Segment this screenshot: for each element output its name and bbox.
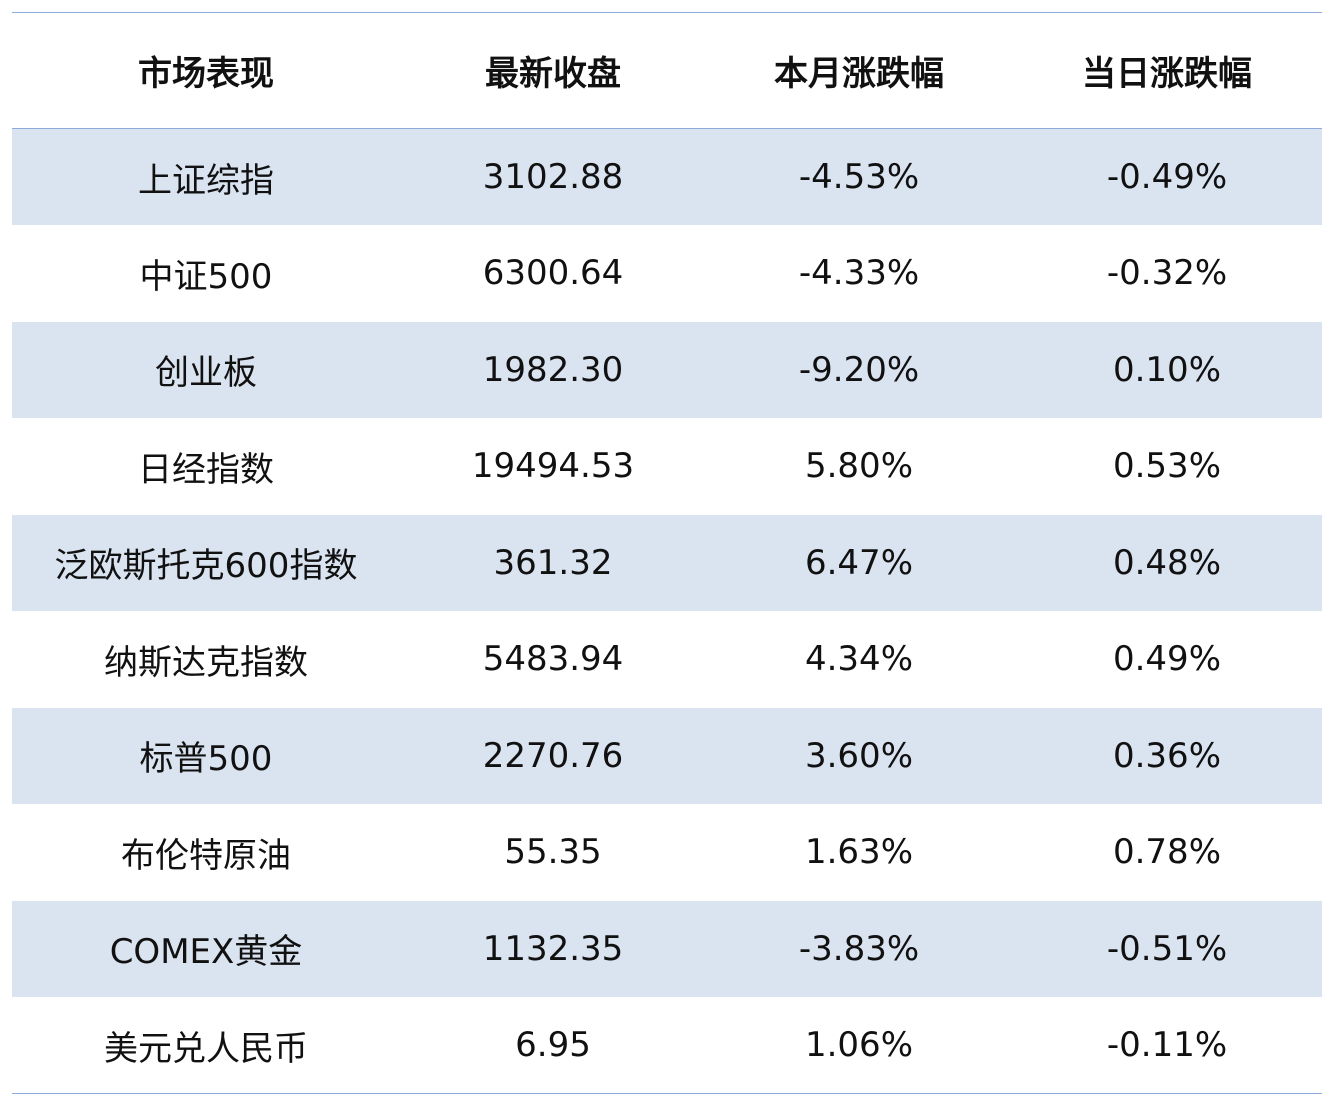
cell-latest-close: 2270.76 — [482, 735, 624, 776]
cell-daily-change: 0.49% — [1112, 639, 1221, 680]
header-latest-close: 最新收盘 — [485, 54, 621, 94]
cell-market: COMEX黄金 — [109, 932, 303, 973]
table-row: 布伦特原油 55.35 1.63% 0.78% — [12, 804, 1322, 901]
cell-monthly-change: -9.20% — [798, 349, 920, 390]
cell-daily-change: 0.36% — [1112, 735, 1221, 776]
cell-market: 泛欧斯托克600指数 — [54, 546, 358, 587]
cell-monthly-change: 5.80% — [804, 446, 913, 487]
table-row: 上证综指 3102.88 -4.53% -0.49% — [12, 128, 1322, 225]
table-row: 纳斯达克指数 5483.94 4.34% 0.49% — [12, 611, 1322, 708]
header-market: 市场表现 — [138, 54, 274, 94]
cell-latest-close: 1132.35 — [482, 928, 624, 969]
cell-market: 日经指数 — [138, 449, 274, 490]
cell-latest-close: 6.95 — [515, 1025, 591, 1065]
table-row: 创业板 1982.30 -9.20% 0.10% — [12, 321, 1322, 418]
cell-latest-close: 19494.53 — [471, 446, 635, 487]
cell-market: 上证综指 — [138, 160, 274, 201]
cell-latest-close: 6300.64 — [482, 253, 624, 294]
cell-latest-close: 1982.30 — [482, 349, 624, 390]
cell-daily-change: -0.11% — [1106, 1025, 1228, 1065]
cell-latest-close: 5483.94 — [482, 639, 624, 680]
cell-daily-change: -0.51% — [1106, 928, 1228, 969]
cell-monthly-change: 1.06% — [804, 1025, 913, 1065]
cell-market: 布伦特原油 — [121, 835, 291, 876]
cell-latest-close: 361.32 — [493, 542, 613, 583]
cell-market: 纳斯达克指数 — [104, 642, 308, 683]
table-header-row: 市场表现 最新收盘 本月涨跌幅 当日涨跌幅 — [12, 12, 1322, 129]
table-row: 中证500 6300.64 -4.33% -0.32% — [12, 225, 1322, 322]
cell-market: 美元兑人民币 — [104, 1028, 308, 1069]
cell-market: 创业板 — [155, 353, 257, 394]
table-row: 泛欧斯托克600指数 361.32 6.47% 0.48% — [12, 514, 1322, 611]
cell-latest-close: 55.35 — [504, 832, 602, 873]
cell-monthly-change: -3.83% — [798, 928, 920, 969]
cell-daily-change: 0.48% — [1112, 542, 1221, 583]
cell-market: 标普500 — [139, 739, 273, 780]
cell-daily-change: -0.32% — [1106, 253, 1228, 294]
cell-monthly-change: 6.47% — [804, 542, 913, 583]
table-row: 标普500 2270.76 3.60% 0.36% — [12, 707, 1322, 804]
header-daily-change: 当日涨跌幅 — [1082, 54, 1252, 94]
table-row: COMEX黄金 1132.35 -3.83% -0.51% — [12, 900, 1322, 997]
table-row: 美元兑人民币 6.95 1.06% -0.11% — [12, 997, 1322, 1094]
market-performance-table-container: 市场表现 最新收盘 本月涨跌幅 当日涨跌幅 上证综指 3102.88 -4.53… — [12, 12, 1322, 1094]
cell-daily-change: -0.49% — [1106, 157, 1228, 197]
cell-daily-change: 0.53% — [1112, 446, 1221, 487]
table-row: 日经指数 19494.53 5.80% 0.53% — [12, 418, 1322, 515]
cell-monthly-change: -4.33% — [798, 253, 920, 294]
cell-daily-change: 0.10% — [1112, 349, 1221, 390]
cell-monthly-change: -4.53% — [798, 157, 920, 197]
cell-monthly-change: 4.34% — [804, 639, 913, 680]
cell-monthly-change: 3.60% — [804, 735, 913, 776]
cell-latest-close: 3102.88 — [482, 157, 624, 197]
cell-daily-change: 0.78% — [1112, 832, 1221, 873]
cell-monthly-change: 1.63% — [804, 832, 913, 873]
cell-market: 中证500 — [139, 256, 273, 297]
market-performance-table: 市场表现 最新收盘 本月涨跌幅 当日涨跌幅 上证综指 3102.88 -4.53… — [12, 12, 1322, 1094]
header-monthly-change: 本月涨跌幅 — [774, 54, 944, 94]
